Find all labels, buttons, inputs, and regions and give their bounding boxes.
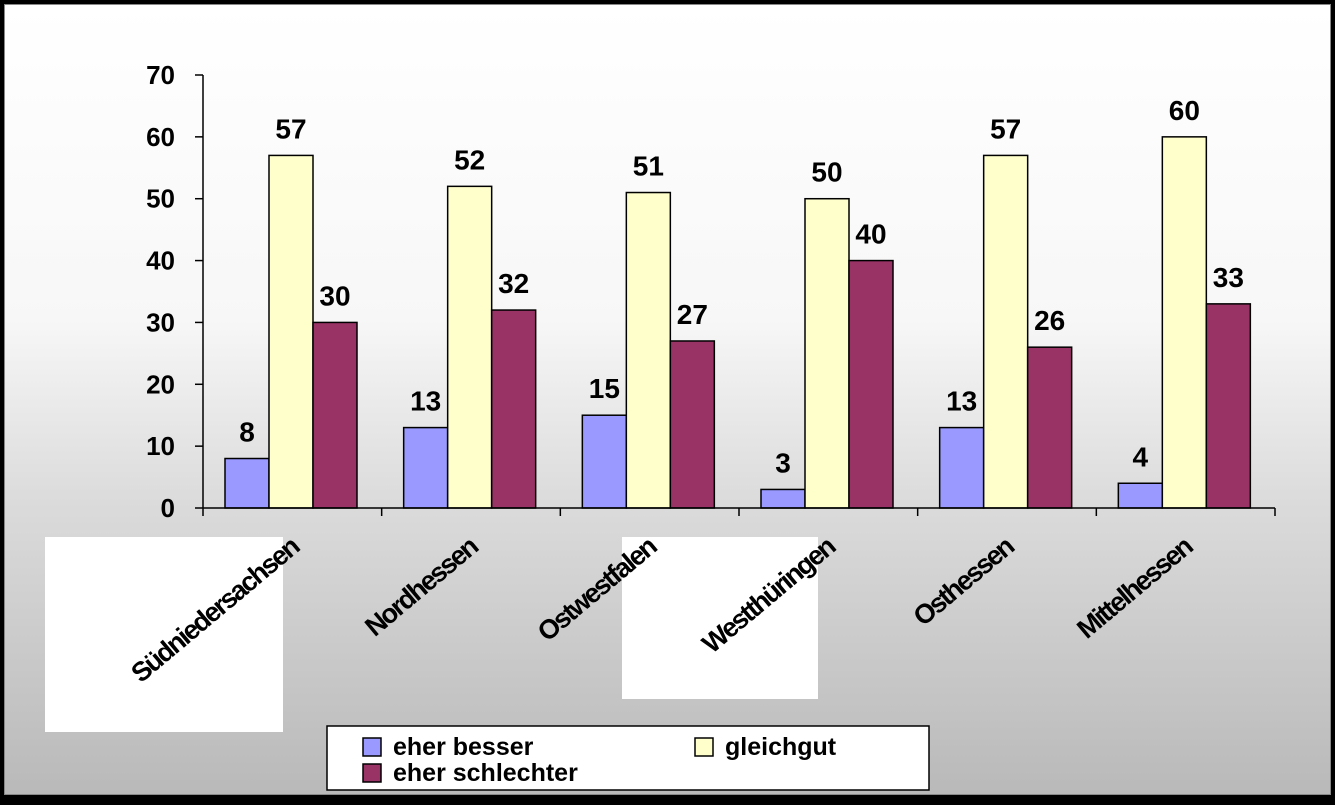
data-label: 51: [633, 151, 664, 182]
data-label: 52: [454, 144, 485, 175]
legend-label: eher schlechter: [393, 759, 578, 787]
bars: [224, 136, 1252, 509]
chart-frame: 0 10 20 30 40 50 60 70 8 13 15 3 13 4 57 52 51 50 57 60 30 3…: [4, 4, 1331, 795]
bar: [804, 197, 850, 509]
bar: [446, 185, 493, 509]
bar: [268, 154, 314, 509]
axes: [195, 74, 1276, 516]
y-tick-label: 70: [146, 60, 175, 90]
bar-chart: 0 10 20 30 40 50 60 70 8 13 15 3 13 4 57 52 51 50 57 60 30 3…: [45, 60, 1276, 791]
data-label: 30: [319, 280, 350, 311]
category-label: Nordhessen: [359, 531, 483, 642]
category-label-box: [622, 537, 818, 699]
bar: [669, 340, 716, 509]
category-label-box: [45, 537, 283, 732]
data-label: 4: [1133, 441, 1149, 472]
y-tick-label: 40: [146, 246, 175, 276]
y-tick-label: 10: [146, 431, 175, 461]
bar: [402, 426, 449, 509]
data-label: 32: [498, 268, 529, 299]
legend-swatch: [362, 763, 382, 783]
bar: [982, 154, 1029, 509]
legend-swatch: [694, 737, 714, 757]
bar: [938, 426, 985, 509]
bar: [312, 321, 358, 509]
bar: [1161, 136, 1208, 509]
y-tick-label: 0: [161, 493, 175, 523]
legend: eher besser gleichgut eher schlechter: [326, 725, 930, 791]
data-label: 57: [275, 113, 306, 144]
bar: [625, 191, 672, 509]
data-labels: 8 13 15 3 13 4 57 52 51 50 57 60 30 32 27 40 26 33: [239, 95, 1244, 479]
bar: [760, 488, 806, 509]
data-label: 26: [1034, 305, 1065, 336]
category-label: Mittelhessen: [1071, 531, 1198, 644]
legend-swatch: [362, 737, 382, 757]
category-label-boxes: [45, 537, 818, 732]
y-tick-label: 20: [146, 369, 175, 399]
bar: [1205, 303, 1252, 509]
data-label: 33: [1213, 262, 1244, 293]
data-label: 13: [410, 386, 441, 417]
data-label: 3: [775, 447, 791, 478]
bar: [581, 414, 628, 509]
legend-label: gleichgut: [725, 733, 837, 761]
bar: [490, 309, 537, 509]
bar: [1026, 346, 1073, 509]
bar: [848, 259, 894, 509]
y-tick-label: 50: [146, 184, 175, 214]
bar: [224, 457, 270, 509]
data-label: 57: [990, 113, 1021, 144]
data-label: 50: [811, 157, 842, 188]
category-label: Osthessen: [908, 531, 1020, 631]
legend-box: [326, 725, 930, 791]
data-label: 13: [946, 386, 977, 417]
bar: [1117, 482, 1164, 509]
y-tick-label: 30: [146, 307, 175, 337]
y-tick-label: 60: [146, 122, 175, 152]
data-label: 8: [239, 417, 255, 448]
data-label: 15: [589, 373, 620, 404]
data-label: 27: [677, 299, 708, 330]
y-tick-labels: 0 10 20 30 40 50 60 70: [146, 60, 175, 523]
legend-label: eher besser: [393, 733, 534, 761]
data-label: 40: [855, 219, 886, 250]
data-label: 60: [1169, 95, 1200, 126]
